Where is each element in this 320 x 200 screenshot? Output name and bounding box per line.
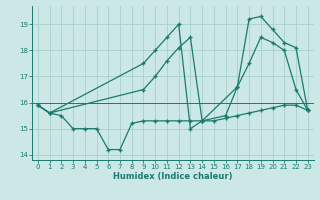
X-axis label: Humidex (Indice chaleur): Humidex (Indice chaleur) <box>113 172 233 181</box>
